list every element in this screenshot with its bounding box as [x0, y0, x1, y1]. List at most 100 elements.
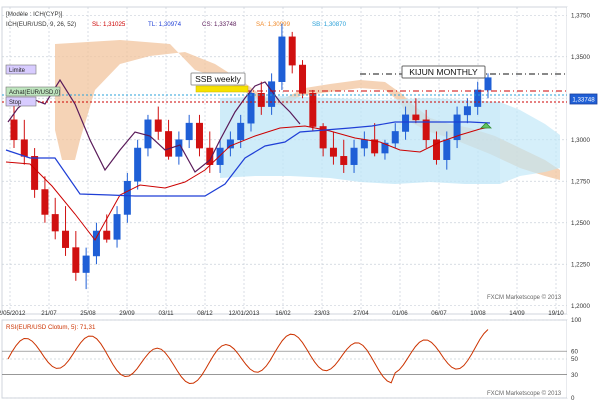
candle [453, 114, 461, 141]
candle [474, 89, 482, 107]
time-tick-label: 03/11 [158, 310, 174, 317]
time-tick-label: 06/07 [431, 310, 447, 317]
time-tick-label: 23/03 [314, 310, 330, 317]
current-price-box-bg [569, 93, 598, 105]
price-tick-label: 1,2000 [571, 303, 590, 310]
candle [443, 139, 451, 160]
legend-tl: TL: 1,30974 [148, 21, 182, 28]
left-tags: Limite Achat(EUR/USD,0) Stop [5, 64, 61, 107]
candle [329, 147, 337, 157]
annotations: SSB weekly KIJUN MONTHLY [190, 65, 492, 129]
candle [165, 131, 173, 157]
time-tick-label: 01/06 [392, 310, 408, 317]
current-price-box: 1,33748 [569, 93, 598, 105]
candle [20, 139, 28, 157]
legend-sb: SB: 1,30870 [312, 21, 347, 28]
buy-arrow [480, 122, 492, 129]
candle [391, 131, 399, 144]
price-tick-label: 1,2250 [571, 261, 590, 268]
candle [154, 119, 162, 132]
ssb-annotation-box [190, 72, 246, 86]
candle [422, 119, 430, 141]
time-axis-ticks: 12/05/2012 21/07 25/08 29/09 03/11 08/12 12/01… [0, 310, 564, 317]
rsi-tick-label: 0 [571, 395, 575, 400]
price-tick-label: 1,3000 [571, 137, 590, 144]
candle [195, 122, 203, 149]
left-tag-label: Stop [9, 100, 22, 106]
candle [10, 119, 18, 141]
candle [299, 64, 307, 94]
kijun-line [5, 121, 491, 197]
candle [103, 230, 111, 240]
candle [319, 126, 327, 149]
left-tag-bg [5, 86, 61, 97]
rsi-panel [1, 319, 568, 399]
candle [432, 139, 440, 160]
levels [2, 73, 567, 103]
time-tick-label: 10/08 [470, 310, 486, 317]
time-tick-label: 14/09 [509, 310, 525, 317]
candle [288, 36, 296, 66]
candle [309, 92, 317, 127]
candle [237, 122, 245, 141]
candle [82, 255, 90, 273]
rsi-tick-label: 50 [571, 356, 578, 363]
candle [412, 114, 420, 121]
time-tick-label: 12/05/2012 [0, 310, 26, 317]
candle [226, 139, 234, 149]
rsi-tick-label: 30 [571, 372, 578, 379]
candle [41, 189, 49, 215]
candle [134, 147, 142, 182]
time-tick-label: 19/10 [548, 310, 564, 317]
legend-cs: CS: 1,33748 [202, 21, 237, 28]
price-tick-label: 1,3750 [571, 12, 590, 19]
left-tag-label: Achat(EUR/USD,0) [9, 90, 60, 96]
candle [51, 214, 59, 232]
candle [92, 230, 100, 257]
kumo-bearish-area [220, 96, 500, 184]
candle [463, 106, 471, 116]
candle [402, 114, 410, 132]
time-tick-label: 16/02 [275, 310, 291, 317]
time-tick-label: 08/12 [197, 310, 213, 317]
rsi-tick-label: 60 [571, 348, 578, 355]
candles [10, 23, 492, 290]
price-tick-label: 1,2500 [571, 220, 590, 227]
candle [72, 247, 80, 273]
candle [247, 92, 255, 124]
tenkan-line [5, 125, 491, 241]
legend-sa: SA: 1,30999 [256, 21, 291, 28]
left-tag-bg [5, 64, 37, 75]
header-legend: ICH(EUR/USD, 9, 26, 52) SL: 1,31025 TL: … [6, 21, 347, 28]
time-tick-label: 25/08 [80, 310, 96, 317]
time-tick-label: 27/04 [353, 310, 369, 317]
candle [113, 214, 121, 240]
ssb-annotation-label: SSB weekly [195, 74, 242, 84]
left-tag: Stop [5, 96, 37, 107]
time-tick-label: 12/01/2013 [229, 310, 261, 317]
ichimoku-cloud [55, 40, 560, 184]
candle [216, 147, 224, 165]
kumo-future-area [500, 102, 560, 184]
candle [257, 92, 265, 107]
rsi-axis [567, 320, 598, 398]
legend-sl: SL: 1,31025 [92, 21, 126, 28]
kumo-bullish-area [55, 40, 560, 180]
price-tick-label: 1,3500 [571, 54, 590, 61]
time-tick-label: 21/07 [41, 310, 57, 317]
rsi-watermark: FXCM Marketscope © 2013 [487, 390, 562, 397]
instrument-label: ICH(EUR/USD, 9, 26, 52) [6, 21, 76, 28]
candle [278, 36, 286, 82]
candle [123, 180, 131, 215]
current-price-text: 1,33748 [572, 96, 595, 103]
rsi-tick-label: 100 [571, 317, 582, 324]
candle [144, 119, 152, 149]
price-tick-label: 1,2750 [571, 178, 590, 185]
candle [206, 147, 214, 165]
left-tag-label: Limite [9, 68, 26, 74]
candle [381, 142, 389, 154]
candle [340, 156, 348, 165]
